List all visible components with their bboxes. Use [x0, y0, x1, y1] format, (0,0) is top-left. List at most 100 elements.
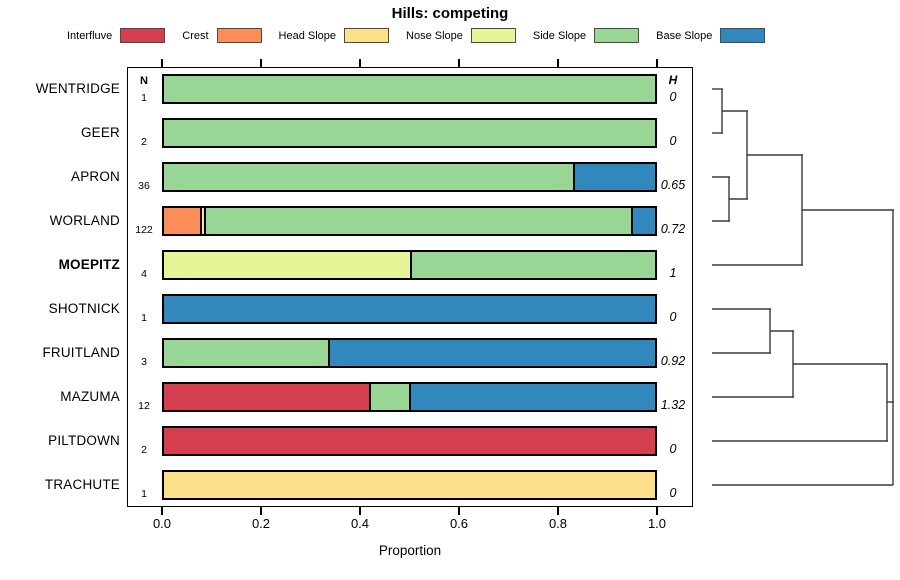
bar-segment-base-slope [164, 296, 655, 322]
x-tick-label: 0.6 [449, 516, 469, 531]
x-tick-label: 0.0 [152, 516, 172, 531]
legend-item-nose-slope: Nose Slope [406, 28, 516, 43]
legend-item-base-slope: Base Slope [656, 28, 766, 43]
x-tick [161, 59, 163, 67]
legend-swatch [720, 28, 766, 43]
row-label-mazuma: MAZUMA [60, 389, 120, 404]
legend-label: Head Slope [278, 29, 337, 42]
legend-label: Nose Slope [406, 29, 463, 42]
x-tick [359, 507, 361, 515]
n-value-piltdown: 2 [141, 444, 147, 456]
x-tick [260, 507, 262, 515]
h-value-apron: 0.65 [660, 178, 686, 192]
x-tick [656, 507, 658, 515]
row-label-apron: APRON [70, 169, 120, 184]
row-label-wentridge: WENTRIDGE [35, 81, 120, 96]
bar-segment-base-slope [409, 384, 655, 410]
h-value-fruitland: 0.92 [660, 354, 686, 368]
legend-item-interfluve: Interfluve [67, 28, 166, 43]
legend-label: Interfluve [67, 29, 113, 42]
stacked-bar-piltdown [162, 426, 657, 456]
stacked-bar-worland [162, 206, 657, 236]
stacked-bar-shotnick [162, 294, 657, 324]
bar-segment-interfluve [164, 384, 369, 410]
x-tick [656, 59, 658, 67]
legend-swatch [120, 28, 166, 43]
legend-swatch [216, 28, 262, 43]
plot-box [127, 67, 693, 507]
stacked-bar-apron [162, 162, 657, 192]
x-tick [557, 59, 559, 67]
stacked-bar-fruitland [162, 338, 657, 368]
bar-segment-interfluve [164, 428, 655, 454]
bar-segment-head-slope [164, 472, 655, 498]
bar-segment-side-slope [204, 208, 631, 234]
row-label-trachute: TRACHUTE [44, 477, 120, 492]
legend-label: Base Slope [656, 29, 713, 42]
x-tick [458, 59, 460, 67]
n-value-trachute: 1 [141, 488, 147, 500]
row-label-fruitland: FRUITLAND [42, 345, 120, 360]
bar-segment-head-slope [200, 208, 205, 234]
row-label-shotnick: SHOTNICK [48, 301, 120, 316]
stacked-bar-mazuma [162, 382, 657, 412]
x-tick [359, 59, 361, 67]
legend-swatch [344, 28, 390, 43]
h-value-mazuma: 1.32 [660, 398, 686, 412]
n-value-worland: 122 [135, 224, 153, 236]
h-value-trachute: 0 [669, 486, 677, 500]
stacked-bar-trachute [162, 470, 657, 500]
stacked-bar-wentridge [162, 74, 657, 104]
legend-label: Side Slope [532, 29, 587, 42]
row-label-piltdown: PILTDOWN [48, 433, 120, 448]
x-tick-label: 0.4 [350, 516, 370, 531]
h-value-worland: 0.72 [660, 222, 686, 236]
row-label-moepitz: MOEPITZ [58, 257, 120, 272]
bar-segment-crest [164, 208, 201, 234]
x-tick-label: 0.2 [251, 516, 271, 531]
row-label-geer: GEER [80, 125, 120, 140]
legend: Interfluve Crest Head Slope Nose Slope Side … [67, 27, 766, 44]
stacked-bar-moepitz [162, 250, 657, 280]
legend-item-crest: Crest [182, 28, 262, 43]
h-value-wentridge: 0 [669, 90, 677, 104]
x-axis-title: Proportion [378, 543, 442, 558]
h-column-header: H [668, 73, 678, 87]
stacked-bar-geer [162, 118, 657, 148]
n-value-wentridge: 1 [141, 92, 147, 104]
n-value-shotnick: 1 [141, 312, 147, 324]
x-tick [260, 59, 262, 67]
h-value-shotnick: 0 [669, 310, 677, 324]
h-value-moepitz: 1 [669, 266, 677, 280]
bar-segment-base-slope [630, 208, 655, 234]
n-value-geer: 2 [141, 136, 147, 148]
row-label-worland: WORLAND [49, 213, 120, 228]
x-tick [557, 507, 559, 515]
legend-swatch [470, 28, 516, 43]
bar-segment-side-slope [164, 120, 655, 146]
legend-item-side-slope: Side Slope [532, 28, 640, 43]
bar-segment-side-slope [368, 384, 410, 410]
chart-title: Hills: competing [391, 5, 509, 22]
legend-label: Crest [182, 29, 209, 42]
n-column-header: N [140, 75, 148, 87]
bar-segment-side-slope [409, 252, 655, 278]
x-tick [458, 507, 460, 515]
x-tick [161, 507, 163, 515]
h-value-geer: 0 [669, 134, 677, 148]
bar-segment-side-slope [164, 164, 573, 190]
n-value-apron: 36 [138, 180, 150, 192]
h-value-piltdown: 0 [669, 442, 677, 456]
n-value-mazuma: 12 [138, 400, 150, 412]
n-value-moepitz: 4 [141, 268, 147, 280]
bar-segment-base-slope [327, 340, 655, 366]
x-tick-label: 0.8 [548, 516, 568, 531]
legend-swatch [594, 28, 640, 43]
n-value-fruitland: 3 [141, 356, 147, 368]
bar-segment-side-slope [164, 340, 328, 366]
bar-segment-side-slope [164, 76, 655, 102]
legend-item-head-slope: Head Slope [279, 28, 390, 43]
bar-segment-base-slope [573, 164, 655, 190]
